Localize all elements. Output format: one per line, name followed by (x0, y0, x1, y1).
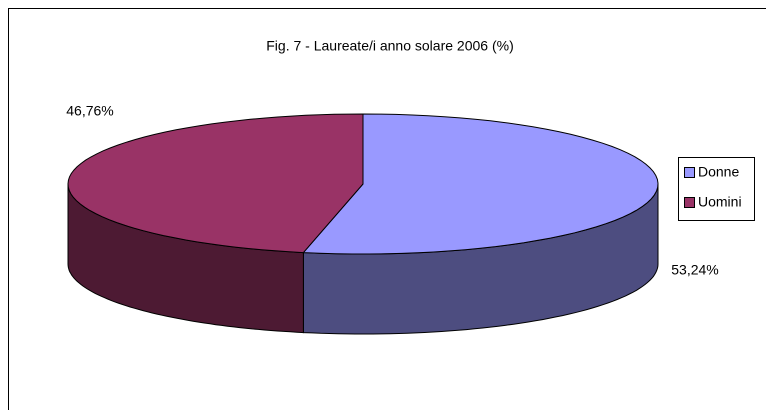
pie-slice (67, 113, 364, 254)
legend-label: Uomini (698, 194, 742, 210)
data-label: 46,76% (66, 103, 113, 119)
legend-label: Donne (698, 164, 739, 180)
pie-slice (302, 113, 659, 255)
data-label: 53,24% (671, 262, 718, 278)
legend-swatch (684, 197, 695, 208)
chart-title: Fig. 7 - Laureate/i anno solare 2006 (%) (266, 38, 513, 54)
legend-swatch (684, 167, 695, 178)
